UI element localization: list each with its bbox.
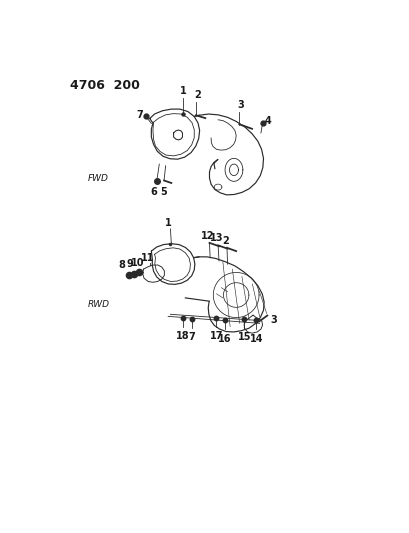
Text: FWD: FWD xyxy=(88,174,108,183)
Text: 4706  200: 4706 200 xyxy=(70,79,140,92)
Text: 5: 5 xyxy=(160,187,167,197)
Text: 10: 10 xyxy=(130,258,144,268)
Text: 9: 9 xyxy=(126,259,133,269)
Text: 4: 4 xyxy=(263,116,270,126)
Text: 16: 16 xyxy=(218,334,231,344)
Text: 14: 14 xyxy=(249,334,262,344)
Text: 1: 1 xyxy=(164,217,171,228)
Text: 12: 12 xyxy=(200,231,214,241)
Text: 15: 15 xyxy=(237,332,251,342)
Text: 11: 11 xyxy=(140,253,154,263)
Text: 6: 6 xyxy=(151,187,157,197)
Text: 3: 3 xyxy=(270,316,276,326)
Text: 13: 13 xyxy=(209,233,222,243)
Text: 2: 2 xyxy=(193,90,200,100)
Text: 7: 7 xyxy=(136,110,143,120)
Text: RWD: RWD xyxy=(88,300,110,309)
Text: 18: 18 xyxy=(176,330,189,341)
Text: 2: 2 xyxy=(222,236,229,246)
Text: 7: 7 xyxy=(188,332,195,342)
Text: 3: 3 xyxy=(237,100,244,110)
Text: 1: 1 xyxy=(179,86,186,96)
Text: 8: 8 xyxy=(118,261,125,270)
Text: 17: 17 xyxy=(209,330,222,341)
